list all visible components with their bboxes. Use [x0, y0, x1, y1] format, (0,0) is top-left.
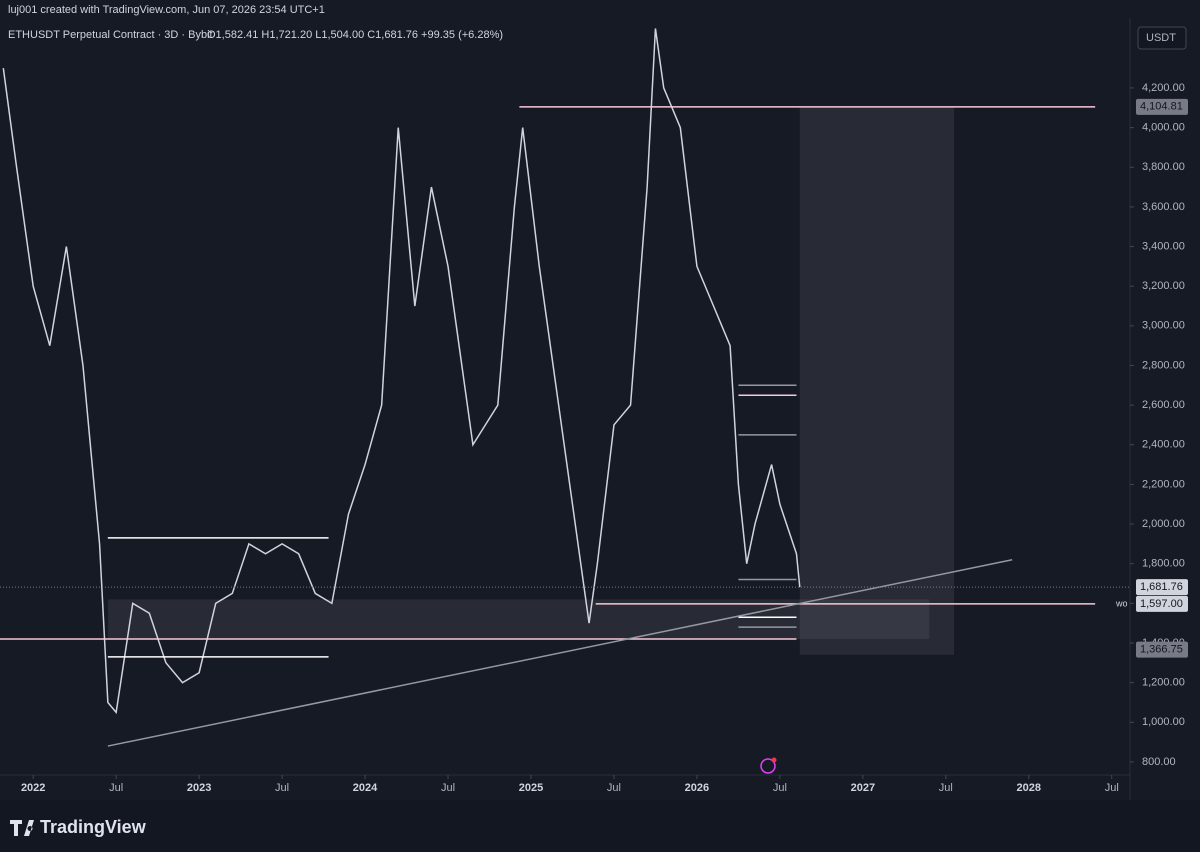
y-tick-label: 3,000.00 [1142, 320, 1185, 332]
credit: luj001 created with TradingView.com, Jun… [8, 4, 325, 16]
level-note: wo [1115, 598, 1128, 608]
x-tick-label: Jul [275, 782, 289, 794]
price-label-box [1136, 98, 1188, 115]
logo: TradingView [10, 817, 147, 837]
logo-text: TradingView [40, 817, 147, 837]
price-label-box [1136, 595, 1188, 612]
x-tick-label: Jul [1105, 782, 1119, 794]
x-tick-label: Jul [773, 782, 787, 794]
x-tick-label: 2022 [21, 782, 45, 794]
x-tick-label: 2026 [685, 782, 709, 794]
y-tick-label: 4,000.00 [1142, 122, 1185, 134]
y-tick-label: 800.00 [1142, 756, 1176, 768]
footer-bar [0, 800, 1200, 852]
price-label: 1,597.00 [1140, 598, 1183, 610]
y-tick-label: 3,200.00 [1142, 280, 1185, 292]
x-tick-label: 2024 [353, 782, 378, 794]
y-tick-label: 3,400.00 [1142, 240, 1185, 252]
currency-button[interactable] [1137, 26, 1187, 50]
y-tick-label: 2,600.00 [1142, 399, 1185, 411]
zone [107, 599, 930, 640]
x-tick-label: Jul [441, 782, 455, 794]
y-tick-label: 3,600.00 [1142, 201, 1185, 213]
plot [0, 28, 1130, 747]
x-tick-label: Jul [109, 782, 123, 794]
x-tick-label: 2023 [187, 782, 211, 794]
price-line [2, 28, 801, 715]
currency[interactable]: USDT [1146, 32, 1176, 44]
y-tick-label: 2,200.00 [1142, 478, 1185, 490]
x-tick-label: 2028 [1017, 782, 1041, 794]
y-tick-label: 2,800.00 [1142, 359, 1185, 371]
price-label-box [1136, 641, 1188, 658]
y-tick-label: 2,400.00 [1142, 439, 1185, 451]
symbol: ETHUSDT Perpetual Contract · 3D · Bybit [8, 29, 213, 41]
trendline [107, 558, 1013, 747]
price-label: 4,104.81 [1140, 101, 1183, 113]
x-tick-label: Jul [607, 782, 621, 794]
x-tick-label: Jul [939, 782, 953, 794]
y-tick-label: 1,000.00 [1142, 716, 1185, 728]
y-tick-label: 4,200.00 [1142, 82, 1185, 94]
y-tick-label: 2,000.00 [1142, 518, 1185, 530]
ohlc: O1,582.41 H1,721.20 L1,504.00 C1,681.76 … [207, 29, 503, 41]
logo-icon [10, 820, 34, 836]
alert-circle[interactable] [760, 758, 776, 774]
y-tick-label: 1,800.00 [1142, 558, 1185, 570]
zone [799, 106, 955, 655]
price-label: 1,366.75 [1140, 643, 1183, 655]
price-label: 1,681.76 [1140, 581, 1183, 593]
alert-icon[interactable] [760, 757, 777, 774]
alert-dot[interactable] [771, 757, 777, 763]
y-tick-label: 3,800.00 [1142, 161, 1185, 173]
x-tick-label: 2027 [851, 782, 875, 794]
price-label-box [1136, 579, 1188, 596]
x-tick-label: 2025 [519, 782, 543, 794]
y-tick-label: 1,200.00 [1142, 677, 1185, 689]
